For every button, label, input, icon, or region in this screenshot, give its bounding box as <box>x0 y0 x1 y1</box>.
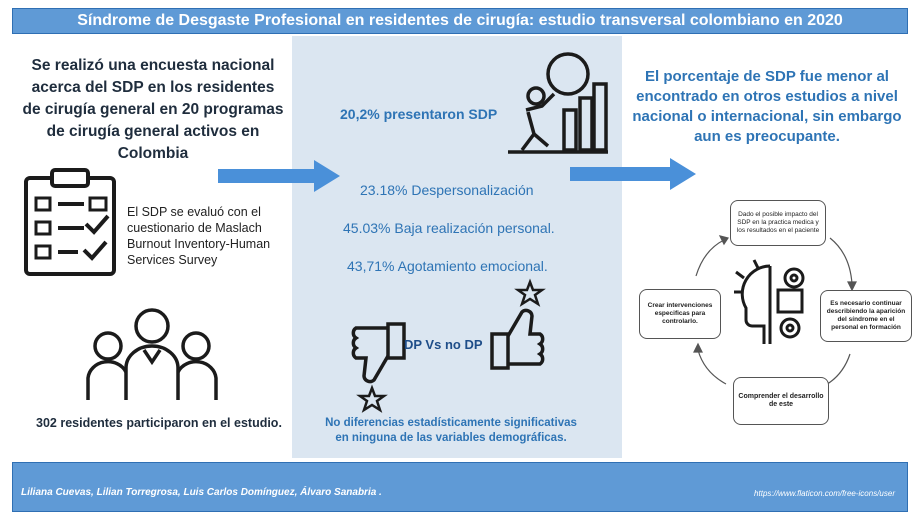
people-group-icon <box>86 308 218 400</box>
footer-banner: Liliana Cuevas, Lilian Torregrosa, Luis … <box>12 462 908 512</box>
clipboard-checklist-icon <box>24 168 116 276</box>
maslach-text: El SDP se evaluó con el cuestionario de … <box>127 205 271 267</box>
title-banner: Síndrome de Desgaste Profesional en resi… <box>12 8 908 34</box>
middle-panel <box>292 36 622 458</box>
authors-text: Liliana Cuevas, Lilian Torregrosa, Luis … <box>21 487 382 498</box>
sparkle-icon <box>356 384 388 413</box>
main-stat: 20,2% presentaron SDP <box>340 106 498 122</box>
page-title: Síndrome de Desgaste Profesional en resi… <box>77 12 843 29</box>
head-gears-icon <box>734 259 805 344</box>
sparkle-icon <box>514 278 546 307</box>
cycle-step-understand: Comprender el desarrollo de este <box>733 377 829 425</box>
intro-text: Se realizó una encuesta nacional acerca … <box>22 57 284 162</box>
cycle-step-describe: Es necesario continuar describiendo la a… <box>820 290 912 342</box>
no-difference-text: No diferencias estadísticamente signific… <box>325 417 577 444</box>
exhaustion-stat: 43,71% Agotamiento emocional. <box>347 258 548 274</box>
participants-text: 302 residentes participaron en el estudi… <box>36 416 282 430</box>
cycle-step-interventions: Crear intervenciones especificas para co… <box>639 289 721 339</box>
thumbs-up-icon <box>490 308 545 370</box>
low-accomplishment-stat: 45.03% Baja realización personal. <box>343 220 555 236</box>
burnout-person-icon <box>508 52 608 154</box>
dp-comparison-label: DP Vs no DP <box>404 337 483 352</box>
right-arrow-icon <box>570 158 696 190</box>
right-arrow-icon <box>218 160 340 192</box>
attribution-link[interactable]: https://www.flaticon.com/free-icons/user <box>754 489 895 498</box>
cycle-step-impact: Dado el posible impacto del SDP en la pr… <box>730 200 826 246</box>
thumbs-down-icon <box>351 322 406 384</box>
conclusion-text: El porcentaje de SDP fue menor al encont… <box>632 68 902 145</box>
depersonalization-stat: 23.18% Despersonalización <box>360 182 534 198</box>
